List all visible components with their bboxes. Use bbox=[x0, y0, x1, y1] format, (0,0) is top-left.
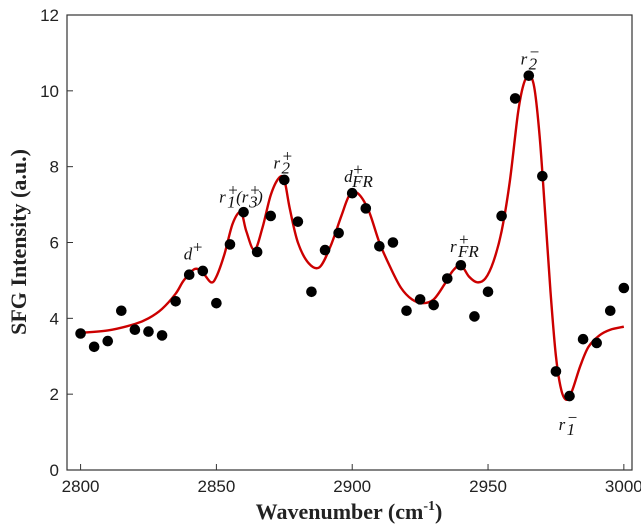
data-point bbox=[537, 170, 548, 182]
data-point bbox=[414, 294, 426, 305]
data-point bbox=[170, 295, 181, 307]
peak-label-sup: + bbox=[352, 160, 363, 179]
peak-label: r −1 bbox=[559, 408, 578, 439]
data-point bbox=[279, 174, 290, 186]
peak-label: r +FR bbox=[450, 230, 479, 261]
y-axis-title: SFG Intensity (a.u.) bbox=[6, 149, 31, 335]
data-point bbox=[387, 237, 399, 248]
peak-label-base: r bbox=[219, 188, 226, 207]
data-point bbox=[319, 244, 331, 256]
peak-label-tail: (r bbox=[236, 188, 249, 207]
data-point bbox=[550, 366, 562, 377]
peak-label-base: r bbox=[273, 154, 280, 173]
data-point bbox=[116, 305, 127, 317]
data-point bbox=[564, 390, 575, 402]
peak-label-sup: + bbox=[281, 147, 292, 166]
data-point bbox=[346, 187, 358, 199]
peak-label-sub: 2 bbox=[281, 159, 290, 178]
data-point bbox=[292, 216, 304, 227]
data-point bbox=[197, 265, 209, 277]
x-axis-title-main: Wavenumber (cm bbox=[256, 499, 424, 524]
x-axis-title-sup: -1 bbox=[423, 499, 435, 514]
data-point bbox=[143, 326, 154, 337]
data-points bbox=[75, 70, 630, 402]
x-axis-title-close: ) bbox=[435, 499, 442, 524]
peak-label-sup: + bbox=[458, 230, 469, 249]
peak-label-sub: 1 bbox=[567, 420, 576, 439]
data-point bbox=[469, 311, 480, 322]
data-point bbox=[455, 259, 467, 271]
x-tick-label: 2900 bbox=[333, 477, 371, 496]
y-tick-label: 8 bbox=[50, 158, 59, 177]
peak-label-base: r bbox=[450, 237, 457, 256]
peak-label-sub: FR bbox=[351, 172, 373, 191]
data-point bbox=[441, 273, 453, 284]
peak-label-sub: 2 bbox=[529, 54, 538, 73]
y-tick-label: 4 bbox=[50, 309, 59, 328]
peak-label-sub: FR bbox=[457, 242, 479, 261]
data-point bbox=[88, 341, 100, 353]
data-point bbox=[482, 286, 494, 298]
data-point bbox=[496, 210, 507, 222]
data-point bbox=[333, 227, 344, 239]
y-tick-label: 2 bbox=[50, 385, 59, 404]
data-point bbox=[360, 203, 372, 214]
y-tick-label: 0 bbox=[50, 461, 59, 480]
fit-curve bbox=[80, 74, 625, 402]
data-point bbox=[183, 269, 195, 281]
data-point bbox=[156, 330, 168, 341]
peak-label-sup: − bbox=[567, 408, 578, 427]
data-point bbox=[374, 240, 385, 252]
data-point bbox=[591, 337, 602, 349]
data-point bbox=[265, 210, 277, 222]
x-axis-title: Wavenumber (cm-1) bbox=[256, 499, 443, 524]
data-point bbox=[129, 324, 141, 336]
x-tick-label: 2950 bbox=[469, 477, 507, 496]
peak-label-tail-end: ) bbox=[256, 188, 263, 207]
fit-line bbox=[80, 74, 625, 402]
peak-label-base: r bbox=[521, 49, 528, 68]
data-point bbox=[211, 297, 222, 309]
data-point bbox=[75, 328, 86, 339]
data-point bbox=[509, 93, 521, 104]
peak-label-base: r bbox=[559, 415, 566, 434]
peak-label-sub: 1 bbox=[227, 193, 236, 212]
y-tick-label: 12 bbox=[40, 6, 59, 25]
peak-label-sup: − bbox=[529, 42, 540, 61]
data-point bbox=[306, 286, 317, 298]
peak-label: d +FR bbox=[344, 160, 373, 191]
data-point bbox=[523, 70, 535, 81]
peak-label: r −2 bbox=[521, 42, 540, 73]
data-point bbox=[224, 239, 236, 250]
peak-label-sup: + bbox=[192, 238, 203, 257]
y-tick-label: 10 bbox=[40, 82, 59, 101]
x-tick-label: 2800 bbox=[62, 477, 100, 496]
peak-label: r +1 (r +3) bbox=[219, 181, 263, 212]
data-point bbox=[604, 305, 616, 317]
data-point bbox=[401, 305, 412, 317]
peak-label: d + bbox=[184, 238, 203, 264]
data-point bbox=[251, 246, 263, 258]
peak-label: r +2 bbox=[273, 147, 292, 178]
peak-label-base: d bbox=[344, 167, 353, 186]
data-point bbox=[102, 335, 114, 347]
peak-label-tail-sub: 3 bbox=[248, 193, 258, 212]
data-point bbox=[428, 299, 440, 311]
data-point bbox=[577, 333, 589, 345]
peak-annotations: d +r +1 (r +3)r +2 d +FRr +FRr −2r −1 bbox=[184, 42, 578, 439]
data-point bbox=[238, 206, 249, 218]
data-point bbox=[618, 282, 630, 294]
y-tick-label: 6 bbox=[50, 234, 59, 253]
peak-label-base: d bbox=[184, 245, 193, 264]
peak-label-sup: + bbox=[227, 181, 238, 200]
x-tick-label: 2850 bbox=[197, 477, 235, 496]
x-tick-label: 3000 bbox=[605, 477, 641, 496]
peak-label-tail-sup: + bbox=[249, 181, 260, 200]
